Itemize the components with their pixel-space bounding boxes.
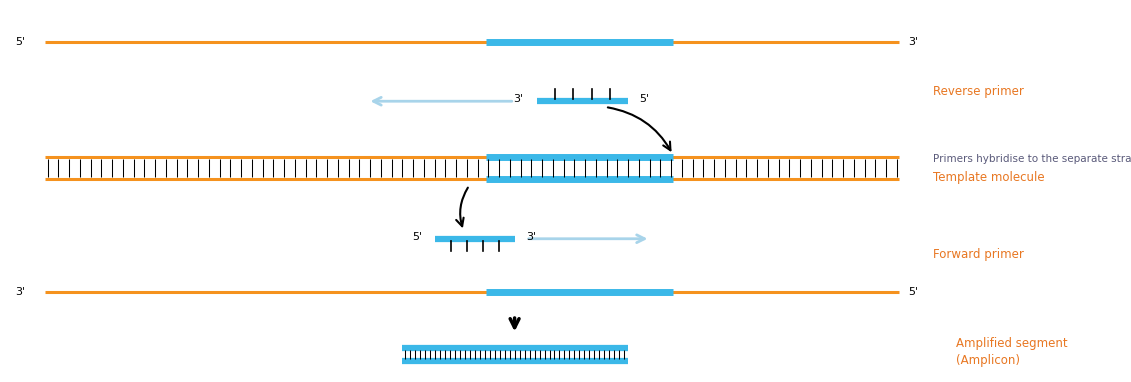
Text: (Amplicon): (Amplicon)	[956, 354, 1020, 367]
Text: 5': 5'	[639, 94, 649, 104]
Text: Primers hybridise to the separate strands: Primers hybridise to the separate strand…	[933, 154, 1131, 163]
Text: Forward primer: Forward primer	[933, 248, 1024, 261]
Text: Amplified segment: Amplified segment	[956, 337, 1068, 350]
Text: 3': 3'	[513, 94, 524, 104]
Text: 5': 5'	[15, 37, 25, 47]
Text: 3': 3'	[908, 37, 918, 47]
Text: 3': 3'	[15, 287, 25, 297]
Text: Reverse primer: Reverse primer	[933, 85, 1024, 98]
Text: Template molecule: Template molecule	[933, 171, 1045, 184]
Text: 5': 5'	[908, 287, 918, 297]
Text: 5': 5'	[412, 232, 422, 242]
Text: 3': 3'	[526, 232, 536, 242]
